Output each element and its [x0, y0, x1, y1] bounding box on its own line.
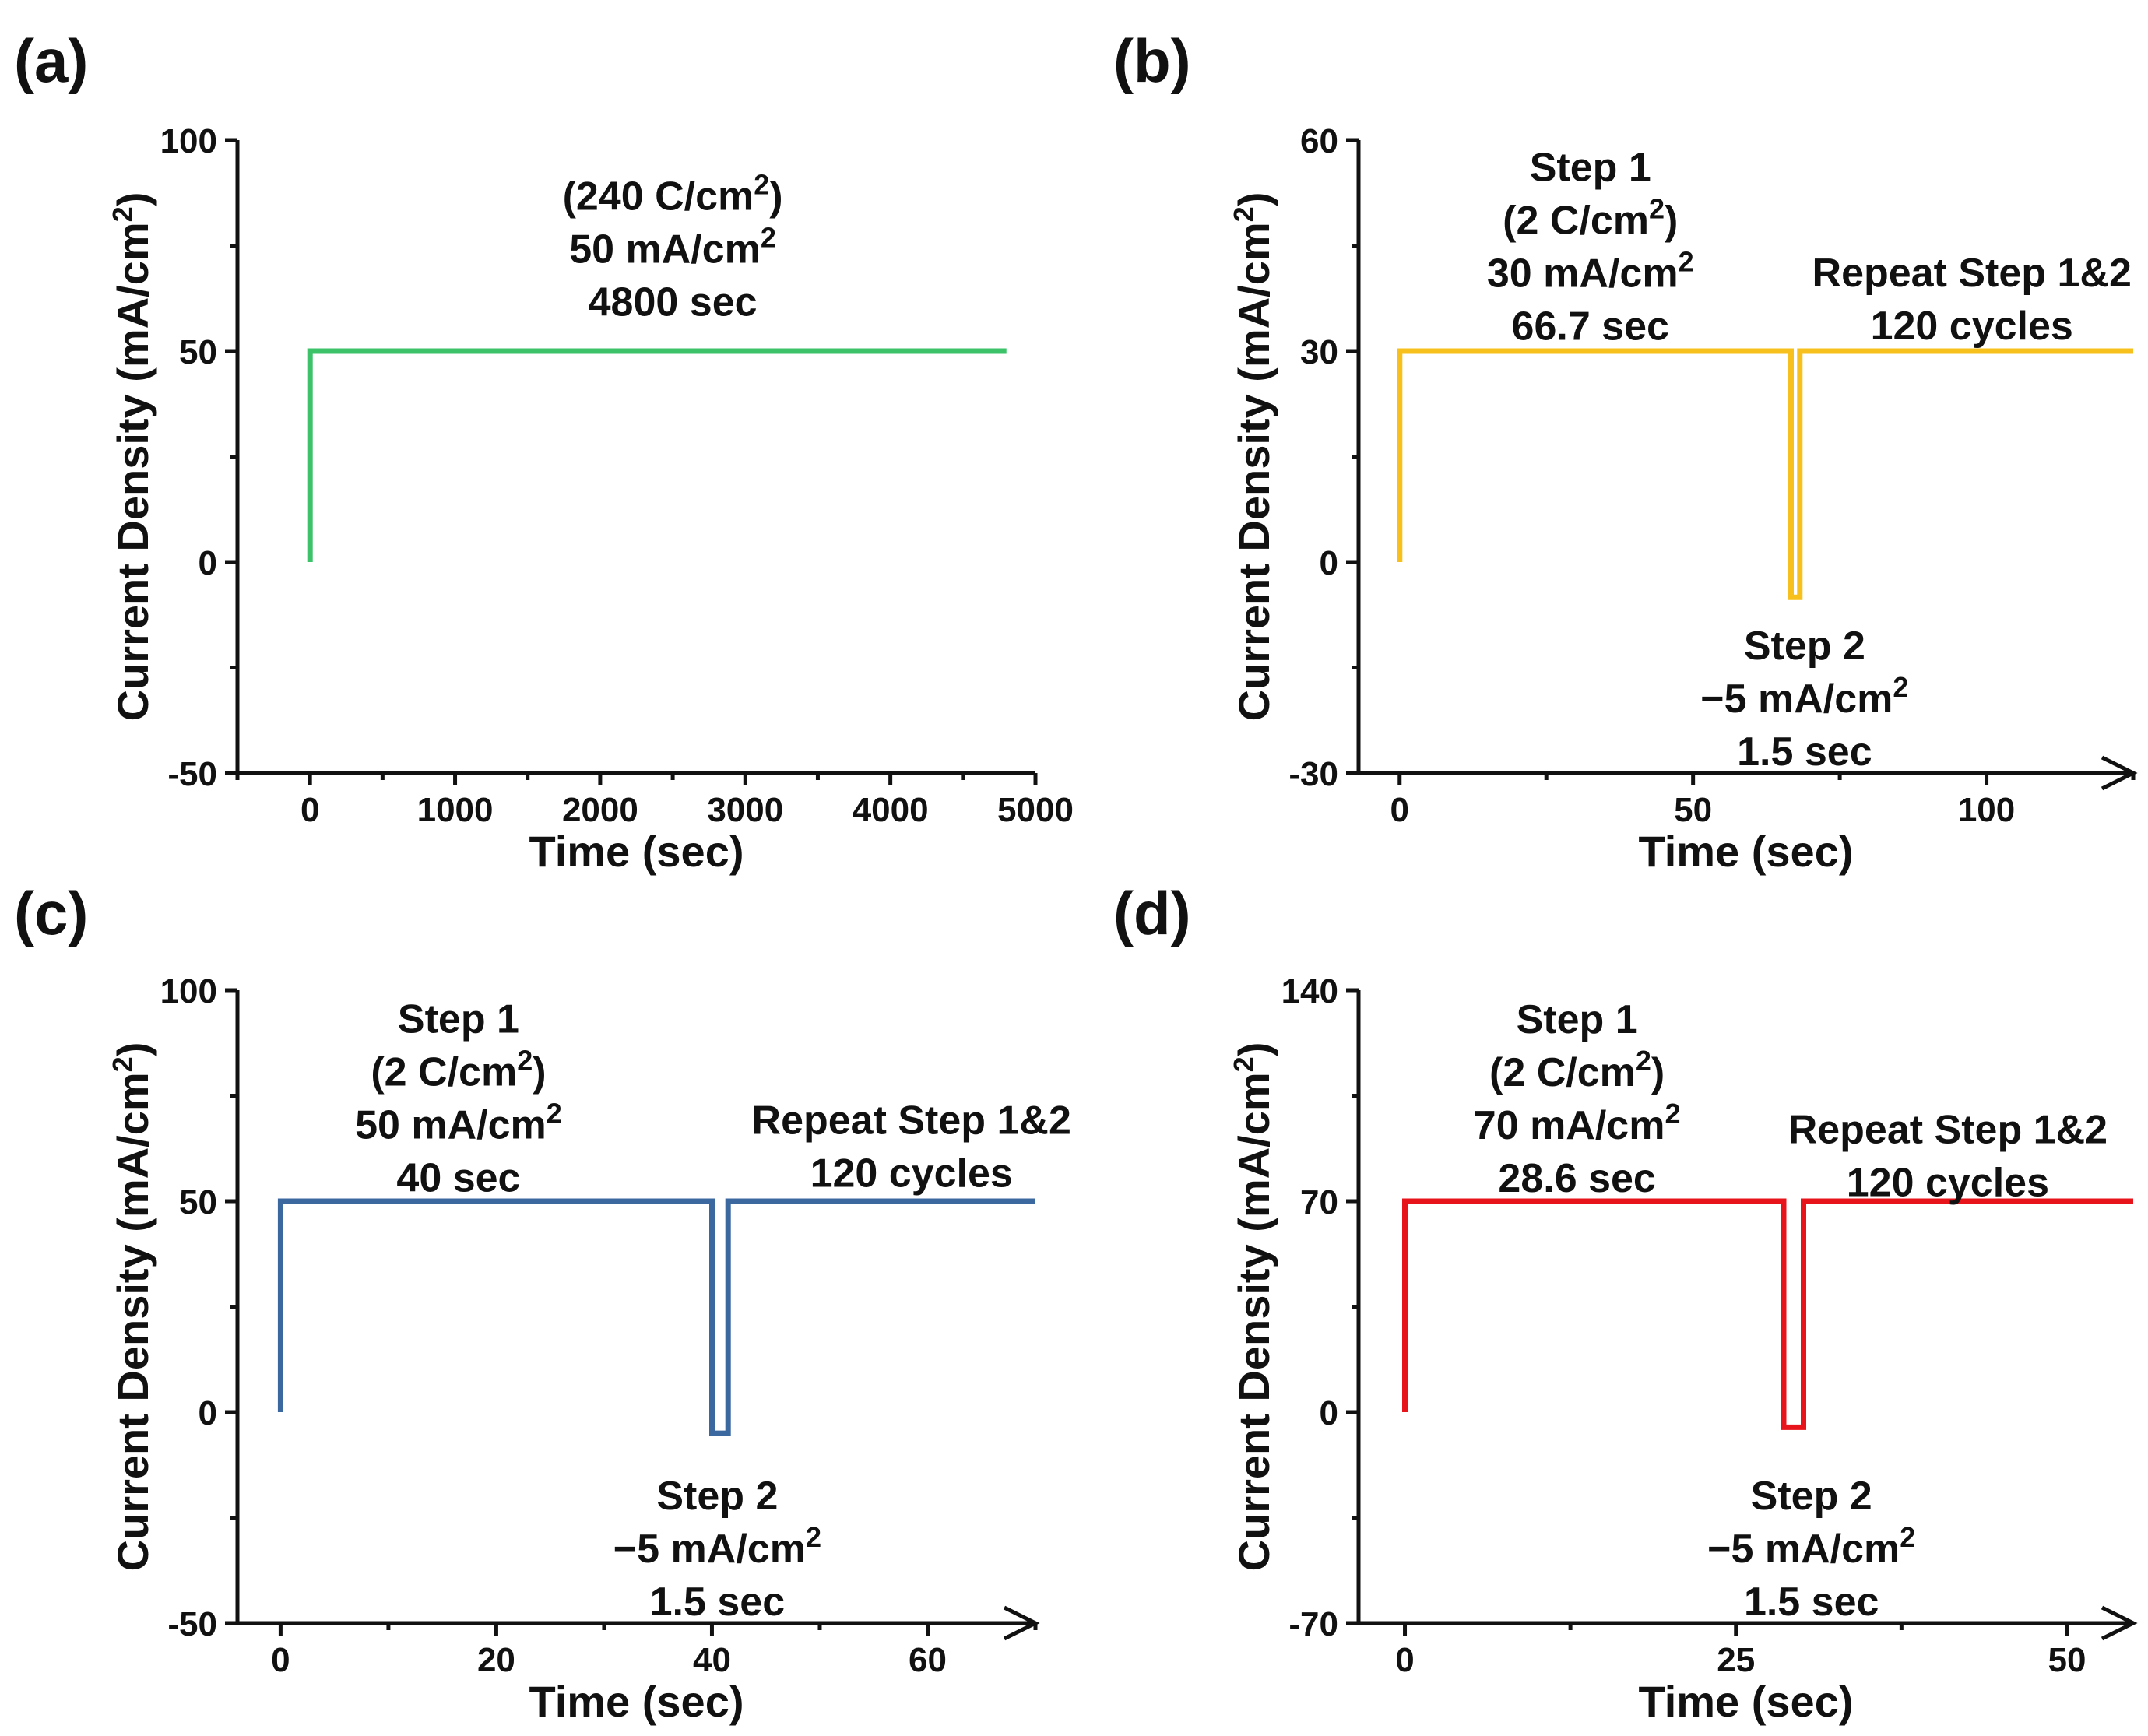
series-line	[307, 348, 1007, 562]
y-tick-label: 0	[199, 544, 217, 582]
y-tick-label: 140	[1281, 972, 1338, 1010]
annotation: Repeat Step 1&2 120 cycles	[752, 1098, 1071, 1196]
y-axis-title: Current Density (mA/cm2)	[1228, 192, 1278, 722]
x-axis-title: Time (sec)	[1639, 827, 1854, 876]
annotation-line: Step 1	[398, 996, 519, 1042]
annotation-line: 40 sec	[396, 1155, 520, 1200]
y-tick-label: 100	[160, 972, 217, 1010]
chart-panel-d: (d) -70 0 70 140 0 25 50 Time (sec) Current Densi…	[1113, 879, 2138, 1726]
panel-label: (b)	[1113, 26, 1191, 95]
annotation-line: (2 C/cm2)	[1503, 193, 1678, 244]
y-tick-label: 70	[1300, 1183, 1338, 1221]
annotation-line: 30 mA/cm2	[1487, 246, 1694, 297]
x-axis-title: Time (sec)	[529, 1677, 744, 1726]
x-tick-label: 0	[271, 1641, 290, 1679]
annotation: Step 1(2 C/cm2)50 mA/cm2 40 sec	[355, 996, 562, 1200]
x-tick-label: 0	[1390, 791, 1409, 829]
annotation-line: (2 C/cm2)	[371, 1044, 546, 1095]
annotation-line: 120 cycles	[1847, 1160, 2049, 1205]
x-tick-label: 50	[2048, 1641, 2086, 1679]
series-line	[1402, 1198, 2133, 1430]
x-tick-label: 50	[1674, 791, 1712, 829]
annotation-line: Repeat Step 1&2	[1788, 1107, 2108, 1152]
annotation-line: 50 mA/cm2	[355, 1097, 562, 1147]
y-tick-label: 50	[179, 1183, 217, 1221]
annotation-line: Step 2	[1744, 624, 1865, 669]
annotation-line: 1.5 sec	[1737, 729, 1872, 775]
annotation-line: Repeat Step 1&2	[752, 1098, 1071, 1143]
annotation-line: 120 cycles	[810, 1151, 1013, 1196]
annotation: Step 2−5 mA/cm2 1.5 sec	[1707, 1474, 1915, 1625]
annotation: Repeat Step 1&2 120 cycles	[1788, 1107, 2108, 1205]
annotation-line: 1.5 sec	[1744, 1580, 1879, 1625]
panel-label: (c)	[14, 879, 88, 947]
annotation-line: −5 mA/cm2	[1707, 1521, 1915, 1572]
panel-label: (d)	[1113, 879, 1191, 947]
y-tick-label: -50	[167, 755, 217, 793]
annotation-line: 66.7 sec	[1512, 304, 1669, 350]
x-tick-label: 2000	[562, 791, 638, 829]
annotation: Repeat Step 1&2 120 cycles	[1812, 251, 2132, 349]
annotation: Step 1(2 C/cm2)70 mA/cm2 28.6 sec	[1474, 997, 1681, 1201]
x-axis-title: Time (sec)	[1639, 1677, 1854, 1726]
x-tick-label: 4000	[853, 791, 929, 829]
annotation-line: 28.6 sec	[1498, 1156, 1655, 1201]
y-tick-label: 0	[199, 1394, 217, 1432]
y-tick-label: 0	[1320, 1394, 1338, 1432]
panel-label: (a)	[14, 26, 88, 95]
y-tick-label: 50	[179, 333, 217, 371]
y-tick-label: -30	[1288, 755, 1338, 793]
annotation-line: (2 C/cm2)	[1489, 1045, 1665, 1095]
x-axis-arrow	[2101, 1605, 2138, 1641]
annotation-line: 4800 sec	[589, 280, 758, 325]
y-tick-label: -50	[167, 1605, 217, 1643]
annotation-line: Step 2	[1751, 1474, 1872, 1519]
y-tick-label: 30	[1300, 333, 1338, 371]
annotation: Step 2−5 mA/cm2 1.5 sec	[1700, 624, 1908, 775]
series-line	[277, 1198, 1035, 1436]
y-tick-label: 60	[1300, 122, 1338, 160]
x-tick-label: 3000	[707, 791, 783, 829]
y-tick-label: 0	[1320, 544, 1338, 582]
x-tick-label: 25	[1717, 1641, 1755, 1679]
x-tick-label: 1000	[417, 791, 494, 829]
annotation-line: 120 cycles	[1871, 304, 2073, 349]
series-line	[1397, 348, 2133, 600]
y-tick-label: 100	[160, 122, 217, 160]
x-tick-label: 0	[301, 791, 319, 829]
annotation: (240 C/cm2)50 mA/cm2 4800 sec	[563, 169, 783, 325]
annotation-line: Repeat Step 1&2	[1812, 251, 2132, 296]
annotation-line: −5 mA/cm2	[1700, 671, 1908, 722]
chart-panel-c: (c) -50 0 50 100 0 20 40 60 Time (sec) Current Den…	[14, 879, 1071, 1726]
annotation-line: Step 1	[1517, 997, 1638, 1042]
annotation: Step 2−5 mA/cm2 1.5 sec	[613, 1474, 821, 1625]
annotation-line: 70 mA/cm2	[1474, 1098, 1681, 1148]
x-tick-label: 0	[1395, 1641, 1414, 1679]
chart-panel-b: (b) -30 0 30 60 0 50 100 Time (sec) Current Densi…	[1113, 26, 2138, 876]
x-tick-label: 40	[693, 1641, 731, 1679]
y-axis-title: Current Density (mA/cm2)	[107, 1042, 157, 1572]
x-tick-label: 60	[909, 1641, 947, 1679]
x-tick-label: 100	[1958, 791, 2015, 829]
y-axis-title: Current Density (mA/cm2)	[107, 192, 157, 722]
annotation-line: (240 C/cm2)	[563, 169, 783, 220]
annotation-line: Step 1	[1530, 146, 1651, 191]
annotation: Step 1(2 C/cm2)30 mA/cm2 66.7 sec	[1487, 146, 1694, 350]
x-tick-label: 5000	[997, 791, 1074, 829]
y-axis-title: Current Density (mA/cm2)	[1228, 1042, 1278, 1572]
x-tick-label: 20	[477, 1641, 515, 1679]
annotation-line: Step 2	[656, 1474, 778, 1519]
y-tick-label: -70	[1288, 1605, 1338, 1643]
annotation-line: −5 mA/cm2	[613, 1521, 821, 1572]
x-axis-title: Time (sec)	[529, 827, 744, 876]
annotation-line: 1.5 sec	[650, 1580, 786, 1625]
annotation-line: 50 mA/cm2	[569, 222, 776, 272]
